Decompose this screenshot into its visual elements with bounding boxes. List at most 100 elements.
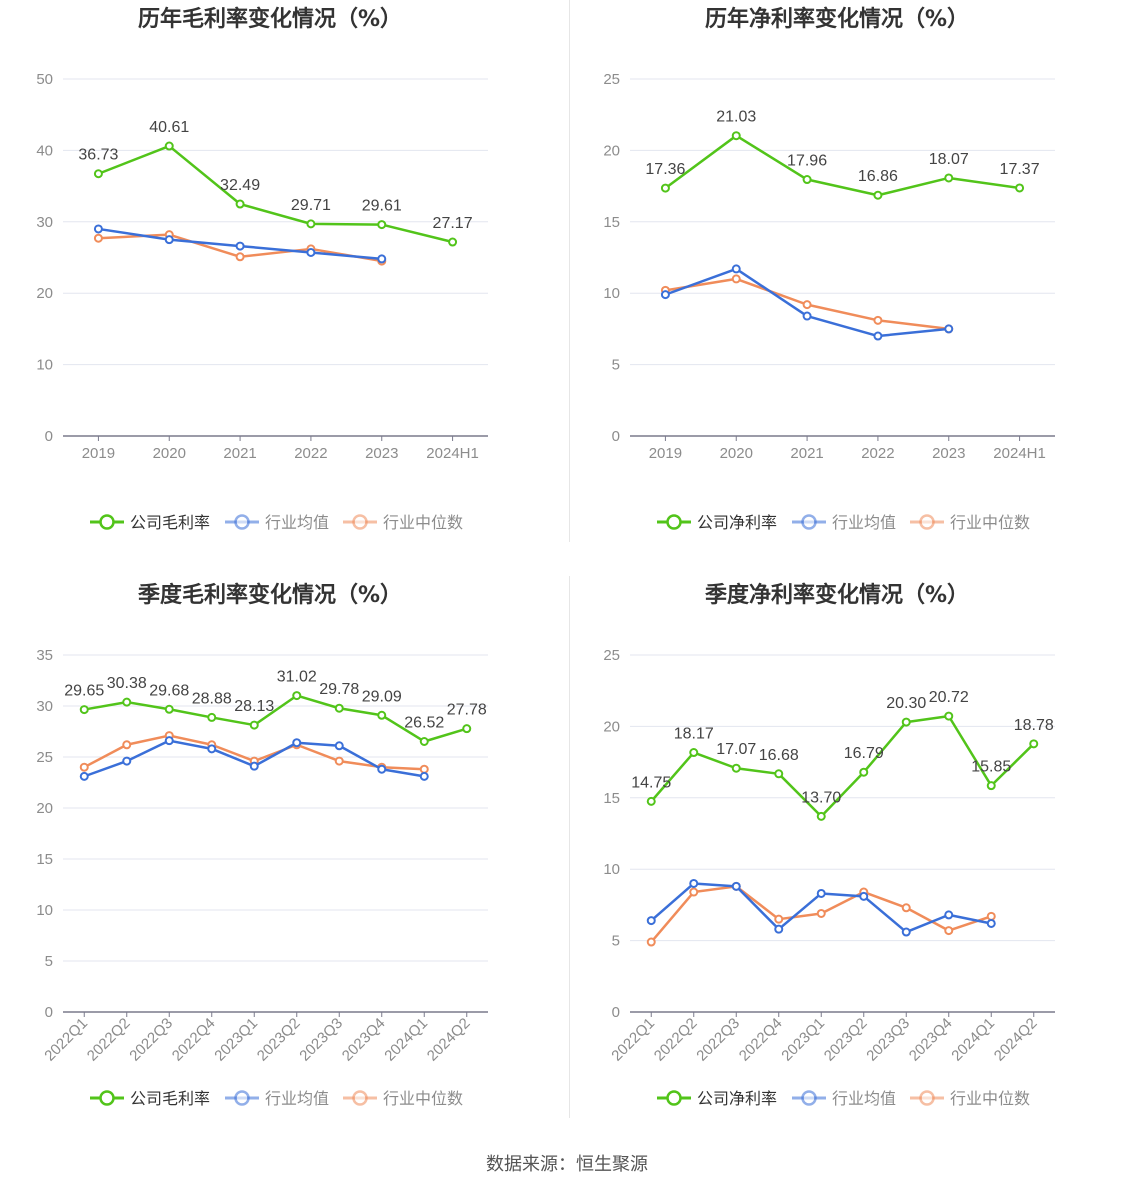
series-1-point bbox=[164, 736, 174, 746]
series-0-point bbox=[164, 141, 174, 151]
x-tick-label: 2021 bbox=[223, 445, 256, 462]
series-0-point bbox=[235, 199, 245, 209]
chart-title: 历年净利率变化情况（%） bbox=[705, 6, 969, 32]
series-0-point bbox=[122, 697, 132, 707]
legend-label[interactable]: 行业均值 bbox=[832, 513, 896, 532]
y-tick-label: 20 bbox=[603, 718, 620, 735]
legend-label[interactable]: 行业均值 bbox=[265, 1089, 329, 1108]
data-label: 27.17 bbox=[433, 215, 473, 232]
y-tick-label: 15 bbox=[36, 851, 53, 868]
series-1-point bbox=[292, 738, 302, 748]
y-tick-label: 10 bbox=[603, 861, 620, 878]
series-2-point bbox=[901, 903, 911, 913]
data-label: 17.07 bbox=[716, 741, 756, 758]
series-0-point bbox=[816, 811, 826, 821]
x-tick-label: 2019 bbox=[82, 445, 115, 462]
series-2-point bbox=[873, 315, 883, 325]
series-1-point bbox=[249, 761, 259, 771]
series-0-point bbox=[646, 796, 656, 806]
series-1-point bbox=[731, 264, 741, 274]
legend-label[interactable]: 行业中位数 bbox=[950, 1089, 1030, 1108]
x-tick-label: 2022Q2 bbox=[84, 1015, 134, 1065]
data-source-note: 数据来源：恒生聚源 bbox=[486, 1154, 648, 1175]
x-tick-label: 2024Q2 bbox=[991, 1015, 1041, 1065]
series-1-point bbox=[986, 918, 996, 928]
series-0-point bbox=[377, 220, 387, 230]
series-2-point bbox=[944, 926, 954, 936]
data-label: 28.13 bbox=[234, 698, 274, 715]
series-1-point bbox=[944, 324, 954, 334]
chart-svg: 季度净利率变化情况（%） 0 5 10 15 20 25 2022Q12022Q22022Q3… bbox=[603, 582, 1055, 1108]
legend-label[interactable]: 公司毛利率 bbox=[130, 1089, 210, 1108]
series-1-point bbox=[377, 764, 387, 774]
x-tick-label: 2024Q2 bbox=[424, 1015, 474, 1065]
series-0-point bbox=[689, 748, 699, 758]
x-tick-label: 2023 bbox=[932, 445, 965, 462]
legend-marker-icon[interactable] bbox=[99, 1090, 115, 1106]
series-0-point bbox=[859, 767, 869, 777]
chart-svg: 历年净利率变化情况（%） 0 5 10 15 20 25 2019 2020 2021 2022 20… bbox=[603, 6, 1055, 532]
data-label: 16.79 bbox=[844, 745, 884, 762]
series-1-point bbox=[944, 910, 954, 920]
series-2-point bbox=[986, 911, 996, 921]
legend-label[interactable]: 行业中位数 bbox=[383, 1089, 463, 1108]
series-2-point bbox=[774, 914, 784, 924]
series-2-point bbox=[731, 274, 741, 284]
legend-label[interactable]: 公司净利率 bbox=[697, 513, 777, 532]
legend-marker-icon[interactable] bbox=[666, 1090, 682, 1106]
series-0-point bbox=[419, 736, 429, 746]
y-tick-label: 25 bbox=[603, 71, 620, 88]
x-tick-label: 2022Q3 bbox=[693, 1015, 743, 1065]
legend-label[interactable]: 行业中位数 bbox=[950, 513, 1030, 532]
series-0-point bbox=[462, 724, 472, 734]
series-0-point bbox=[660, 183, 670, 193]
legend-marker-icon[interactable] bbox=[801, 1090, 817, 1106]
y-tick-label: 20 bbox=[36, 285, 53, 302]
legend-label[interactable]: 行业中位数 bbox=[383, 513, 463, 532]
series-0-point bbox=[249, 720, 259, 730]
data-label: 29.78 bbox=[319, 681, 359, 698]
x-tick-label: 2022Q1 bbox=[41, 1015, 91, 1065]
x-tick-label: 2023Q3 bbox=[863, 1015, 913, 1065]
series-0-point bbox=[79, 705, 89, 715]
data-label: 16.86 bbox=[858, 168, 898, 185]
legend-marker-icon[interactable] bbox=[352, 514, 368, 530]
series-1-point bbox=[660, 290, 670, 300]
legend-label[interactable]: 行业均值 bbox=[832, 1089, 896, 1108]
series-0-point bbox=[448, 237, 458, 247]
legend-label[interactable]: 公司毛利率 bbox=[130, 513, 210, 532]
series-0-line bbox=[84, 694, 468, 743]
data-label: 18.17 bbox=[674, 726, 714, 743]
series-1-point bbox=[122, 756, 132, 766]
legend-marker-icon[interactable] bbox=[234, 514, 250, 530]
legend-marker-icon[interactable] bbox=[99, 514, 115, 530]
legend-marker-icon[interactable] bbox=[666, 514, 682, 530]
series-2-point bbox=[646, 937, 656, 947]
x-tick-label: 2024H1 bbox=[993, 445, 1046, 462]
legend-marker-icon[interactable] bbox=[801, 514, 817, 530]
legend-label[interactable]: 行业均值 bbox=[265, 513, 329, 532]
series-1-point bbox=[873, 331, 883, 341]
y-tick-label: 35 bbox=[36, 647, 53, 664]
data-label: 20.72 bbox=[929, 689, 969, 706]
data-label: 29.71 bbox=[291, 197, 331, 214]
y-tick-label: 0 bbox=[612, 428, 620, 445]
series-0-point bbox=[731, 131, 741, 141]
series-0-line bbox=[664, 134, 1020, 197]
data-label: 29.61 bbox=[362, 198, 402, 215]
x-tick-label: 2023Q1 bbox=[211, 1015, 261, 1065]
x-tick-label: 2024Q1 bbox=[948, 1015, 998, 1065]
legend-marker-icon[interactable] bbox=[919, 1090, 935, 1106]
data-label: 28.88 bbox=[192, 690, 232, 707]
series-1-point bbox=[731, 881, 741, 891]
legend-marker-icon[interactable] bbox=[352, 1090, 368, 1106]
series-0-line bbox=[650, 714, 1035, 818]
y-tick-label: 0 bbox=[612, 1004, 620, 1021]
y-tick-label: 10 bbox=[36, 357, 53, 374]
legend-label[interactable]: 公司净利率 bbox=[697, 1089, 777, 1108]
series-1-point bbox=[859, 891, 869, 901]
series-0-point bbox=[377, 710, 387, 720]
legend-marker-icon[interactable] bbox=[919, 514, 935, 530]
legend-marker-icon[interactable] bbox=[234, 1090, 250, 1106]
series-1-point bbox=[816, 888, 826, 898]
